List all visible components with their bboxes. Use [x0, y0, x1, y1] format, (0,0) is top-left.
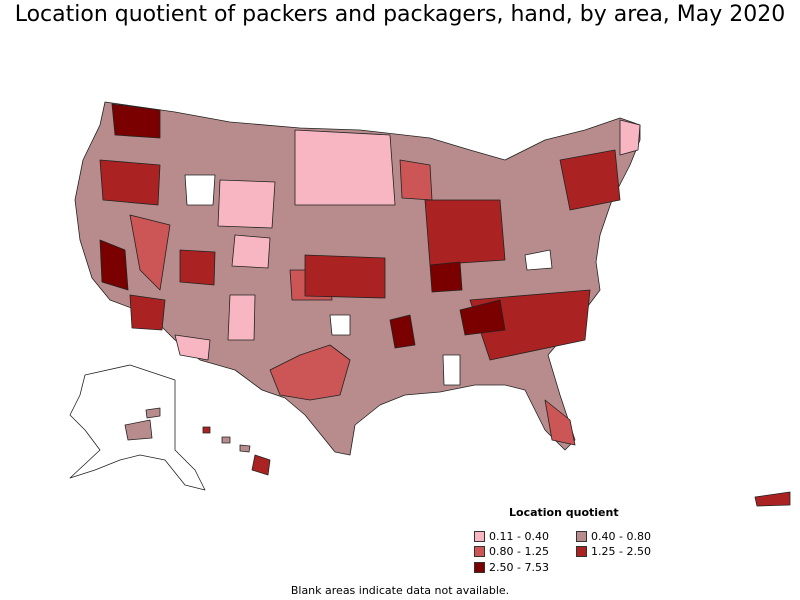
region-texas	[269, 344, 351, 401]
region-california-inland	[99, 239, 129, 291]
region-pale-colorado	[231, 234, 271, 269]
region-wisconsin	[399, 159, 433, 201]
legend-label-4: 1.25 - 2.50	[591, 545, 651, 558]
region-kansas	[304, 254, 386, 299]
region-oregon	[99, 159, 161, 206]
region-northeast	[559, 149, 621, 211]
region-kentucky	[429, 261, 463, 293]
legend-item-1: 0.11 - 0.40	[474, 530, 549, 543]
region-pale-maine	[619, 119, 641, 156]
region-pale-arizona-south	[174, 334, 211, 361]
puerto-rico	[754, 491, 791, 507]
legend-swatch-5	[474, 562, 485, 573]
blank-area-mississippi	[442, 354, 461, 386]
region-florida	[544, 399, 576, 446]
legend-label-2: 0.40 - 0.80	[591, 530, 651, 543]
legend-item-5: 2.50 - 7.53	[474, 561, 549, 574]
alaska-kodiak	[145, 407, 161, 419]
blank-area-wyoming	[184, 174, 216, 206]
legend-label-3: 0.80 - 1.25	[489, 545, 549, 558]
legend-label-1: 0.11 - 0.40	[489, 530, 549, 543]
blank-area-wv	[524, 249, 553, 271]
hawaii-oahu	[221, 436, 231, 444]
region-utah	[179, 249, 216, 286]
hawaii-kauai	[202, 426, 211, 434]
map-title: Location quotient of packers and package…	[14, 2, 786, 27]
region-pale-newmexico	[227, 294, 256, 341]
legend-swatch-2	[576, 531, 587, 542]
legend-swatch-4	[576, 546, 587, 557]
alaska-southeast	[124, 419, 153, 441]
legend-swatch-3	[474, 546, 485, 557]
region-great-lakes	[424, 199, 506, 266]
legend-item-3: 0.80 - 1.25	[474, 545, 549, 558]
hawaii-big-island	[251, 454, 271, 476]
region-arkansas	[389, 314, 416, 349]
region-tennessee	[459, 299, 506, 336]
region-pale-wyoming	[217, 179, 276, 229]
region-nevada	[129, 214, 171, 291]
region-pale-north	[294, 129, 396, 206]
legend-item-2: 0.40 - 0.80	[576, 530, 651, 543]
legend-item-4: 1.25 - 2.50	[576, 545, 651, 558]
region-washington	[111, 103, 161, 139]
blank-area-oklahoma	[329, 314, 351, 336]
legend-title: Location quotient	[509, 506, 619, 519]
hawaii-maui	[239, 444, 251, 453]
legend-swatch-1	[474, 531, 485, 542]
footnote: Blank areas indicate data not available.	[290, 584, 510, 597]
region-arizona	[129, 294, 166, 331]
legend-label-5: 2.50 - 7.53	[489, 561, 549, 574]
